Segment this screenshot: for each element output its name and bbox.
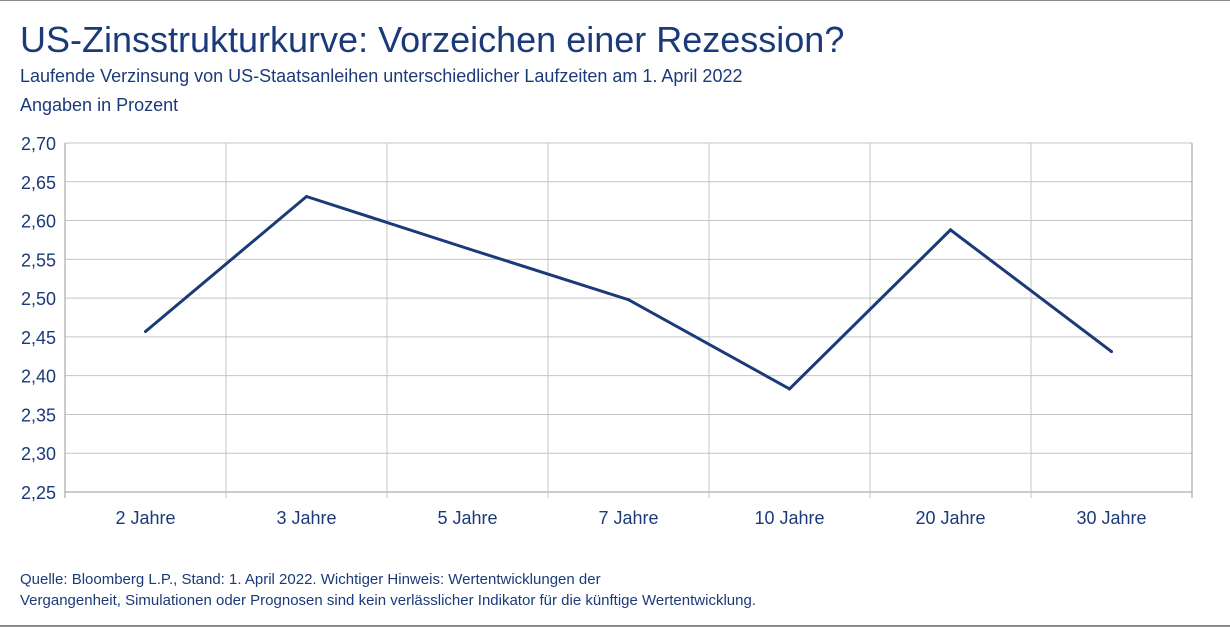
y-tick-label: 2,40 xyxy=(21,367,56,387)
unit-label: Angaben in Prozent xyxy=(20,95,179,115)
y-tick-label: 2,25 xyxy=(21,483,56,503)
y-tick-label: 2,55 xyxy=(21,250,56,270)
y-tick-label: 2,65 xyxy=(21,173,56,193)
x-axis-ticks: 2 Jahre 3 Jahre 5 Jahre 7 Jahre 10 Jahre 20 J… xyxy=(115,508,1146,528)
source-line-1: Quelle: Bloomberg L.P., Stand: 1. April … xyxy=(20,571,601,588)
y-tick-label: 2,70 xyxy=(21,134,56,154)
y-tick-label: 2,50 xyxy=(21,289,56,309)
data-point xyxy=(1110,350,1113,354)
data-point xyxy=(466,246,469,250)
x-tick-label: 7 Jahre xyxy=(598,508,658,528)
y-tick-label: 2,60 xyxy=(21,212,56,232)
x-tick-label: 30 Jahre xyxy=(1076,508,1146,528)
chart-title: US-Zinsstrukturkurve: Vorzeichen einer R… xyxy=(20,19,845,60)
x-tick-label: 20 Jahre xyxy=(915,508,985,528)
series-line xyxy=(144,194,1113,391)
x-tick-label: 2 Jahre xyxy=(115,508,175,528)
source-line-2: Vergangenheit, Simulationen oder Prognos… xyxy=(20,592,756,609)
data-point xyxy=(144,329,147,333)
data-point xyxy=(305,195,308,199)
source-note: Quelle: Bloomberg L.P., Stand: 1. April … xyxy=(20,569,756,611)
data-point xyxy=(788,387,791,391)
chart-subtitle: Laufende Verzinsung von US-Staatsanleihe… xyxy=(20,66,743,86)
y-axis-ticks: 2,25 2,30 2,35 2,40 2,45 2,50 2,55 2,60 2,65 2,70 xyxy=(21,134,56,503)
data-point xyxy=(949,228,952,232)
x-tick-label: 10 Jahre xyxy=(754,508,824,528)
x-tick-label: 5 Jahre xyxy=(437,508,497,528)
y-tick-label: 2,30 xyxy=(21,444,56,464)
y-tick-label: 2,35 xyxy=(21,405,56,425)
series-group xyxy=(144,194,1113,391)
y-tick-label: 2,45 xyxy=(21,328,56,348)
grid xyxy=(64,142,1193,498)
data-point xyxy=(627,298,630,302)
x-tick-label: 3 Jahre xyxy=(276,508,336,528)
